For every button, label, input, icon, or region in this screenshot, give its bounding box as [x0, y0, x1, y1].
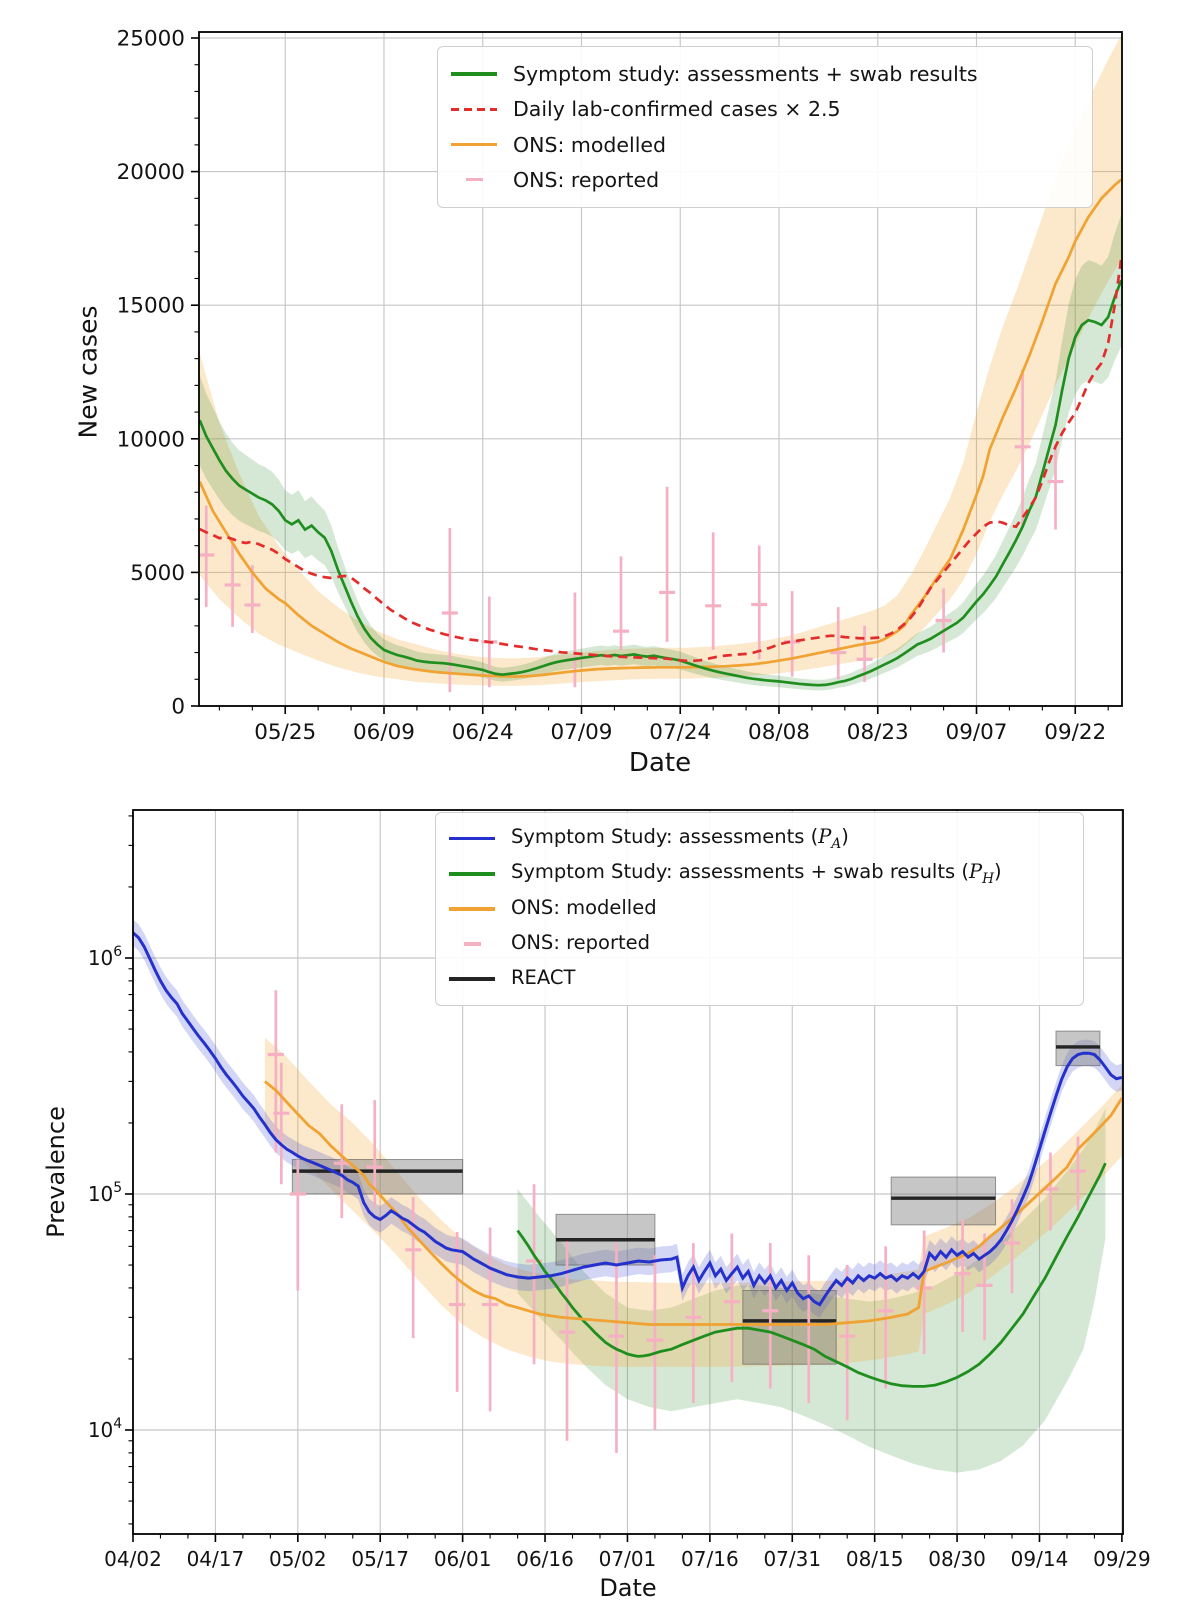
svg-text:5000: 5000	[130, 561, 185, 586]
bottom-tick-labels: 04/02 04/17 05/02 05/17 06/01 06/16 07/01 07/16…	[88, 944, 1151, 1571]
svg-text:15000: 15000	[117, 294, 185, 319]
bottom-ticks	[125, 815, 1123, 1542]
black-line-icon	[449, 977, 495, 982]
legend-label: ONS: reported	[511, 930, 651, 954]
legend-label: ONS: modelled	[513, 132, 667, 157]
svg-text:10000: 10000	[117, 427, 185, 452]
bottom-green-line	[516, 1162, 1107, 1388]
svg-text:04/17: 04/17	[187, 1547, 245, 1571]
bottom-orange-line	[264, 1080, 1123, 1326]
svg-text:05/17: 05/17	[351, 1547, 409, 1571]
bottom-green-band	[517, 1108, 1106, 1473]
legend-label: REACT	[511, 965, 576, 989]
svg-text:08/08: 08/08	[748, 720, 810, 745]
svg-text:20000: 20000	[117, 160, 185, 185]
svg-text:09/14: 09/14	[1011, 1547, 1069, 1571]
top-y-axis-label: New cases	[73, 305, 103, 439]
blue-line-icon	[449, 836, 495, 841]
green-line-icon	[449, 872, 495, 876]
legend-item: REACT	[449, 966, 1073, 993]
svg-text:08/23: 08/23	[847, 720, 909, 745]
top-tick-labels: 05/25 06/09 06/24 07/09 07/24 08/08 08/23 09/07…	[117, 27, 1107, 746]
green-line-icon	[451, 72, 497, 76]
red-dashed-line-icon	[451, 107, 497, 112]
legend-item: ONS: modelled	[449, 896, 1073, 923]
legend-label: Symptom Study: assessments (PA)	[511, 825, 849, 853]
top-x-axis-label: Date	[628, 748, 692, 778]
svg-text:07/09: 07/09	[551, 720, 613, 745]
top-axes-frame	[198, 31, 1123, 707]
svg-text:0: 0	[171, 695, 185, 720]
legend-label: Symptom study: assessments + swab result…	[513, 62, 978, 87]
legend-label: Symptom Study: assessments + swab result…	[511, 860, 1002, 888]
bottom-y-axis-label: Prevalence	[42, 1106, 70, 1238]
svg-text:05/02: 05/02	[269, 1547, 327, 1571]
legend-item: Symptom Study: assessments + swab result…	[449, 860, 1073, 887]
legend-label: ONS: reported	[513, 167, 660, 192]
bottom-panel: 04/02 04/17 05/02 05/17 06/01 06/16 07/01 07/16…	[88, 809, 1151, 1571]
bottom-x-axis-label: Date	[599, 1574, 657, 1602]
svg-text:106: 106	[88, 944, 122, 970]
svg-text:06/01: 06/01	[434, 1547, 492, 1571]
svg-text:05/25: 05/25	[254, 720, 316, 745]
svg-text:07/31: 07/31	[763, 1547, 821, 1571]
svg-text:25000: 25000	[117, 27, 185, 52]
svg-text:08/15: 08/15	[846, 1547, 904, 1571]
top-green-line	[199, 279, 1122, 687]
bottom-orange-band	[264, 1037, 1122, 1367]
legend-label: Daily lab-confirmed cases × 2.5	[513, 97, 841, 122]
bottom-series	[133, 919, 1123, 1473]
svg-text:06/16: 06/16	[516, 1547, 574, 1571]
svg-text:07/01: 07/01	[599, 1547, 657, 1571]
svg-text:07/24: 07/24	[649, 720, 711, 745]
react-box	[890, 1176, 997, 1226]
legend-item: Symptom study: assessments + swab result…	[451, 62, 1082, 86]
legend-item: ONS: modelled	[451, 133, 1082, 157]
bottom-legend: Symptom Study: assessments (PA) Symptom …	[435, 812, 1084, 1006]
legend-item: ONS: reported	[449, 931, 1073, 958]
legend-label: ONS: modelled	[511, 895, 657, 919]
top-red-dashed-line	[199, 258, 1122, 663]
orange-line-icon	[449, 907, 495, 911]
pink-errorbar-icon	[449, 942, 495, 946]
svg-text:04/02: 04/02	[104, 1547, 162, 1571]
svg-text:105: 105	[88, 1180, 122, 1206]
svg-text:08/30: 08/30	[928, 1547, 986, 1571]
orange-line-icon	[451, 142, 497, 147]
legend-item: Daily lab-confirmed cases × 2.5	[451, 97, 1082, 121]
svg-text:06/09: 06/09	[353, 720, 415, 745]
svg-text:09/29: 09/29	[1093, 1547, 1151, 1571]
top-legend: Symptom study: assessments + swab result…	[437, 46, 1093, 208]
legend-item: Symptom Study: assessments (PA)	[449, 825, 1073, 852]
top-orange-band	[199, 35, 1122, 686]
top-panel: 05/25 06/09 06/24 07/09 07/24 08/08 08/23 09/07…	[117, 27, 1123, 746]
top-orange-line	[199, 178, 1122, 678]
legend-item: ONS: reported	[451, 168, 1082, 192]
svg-text:07/16: 07/16	[681, 1547, 739, 1571]
svg-text:09/22: 09/22	[1044, 720, 1106, 745]
svg-text:06/24: 06/24	[452, 720, 514, 745]
top-series	[199, 35, 1122, 693]
svg-text:104: 104	[88, 1416, 122, 1442]
top-ticks	[191, 37, 1109, 714]
bottom-blue-line	[133, 931, 1123, 1307]
pink-errorbar-icon	[451, 178, 497, 182]
svg-text:09/07: 09/07	[946, 720, 1008, 745]
